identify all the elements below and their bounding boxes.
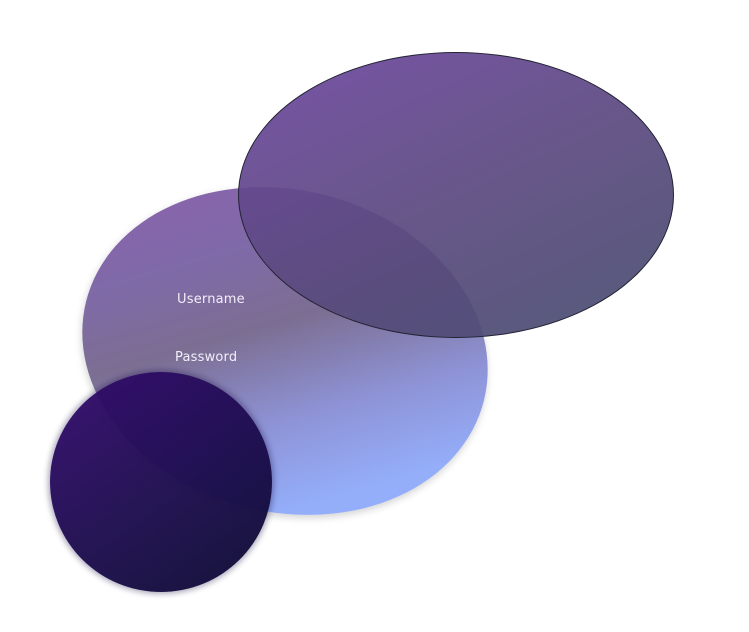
decorative-top-ellipse xyxy=(238,52,674,338)
username-field[interactable]: Username xyxy=(177,292,245,307)
password-field[interactable]: Password xyxy=(175,350,238,365)
decorative-dark-circle xyxy=(50,372,272,592)
